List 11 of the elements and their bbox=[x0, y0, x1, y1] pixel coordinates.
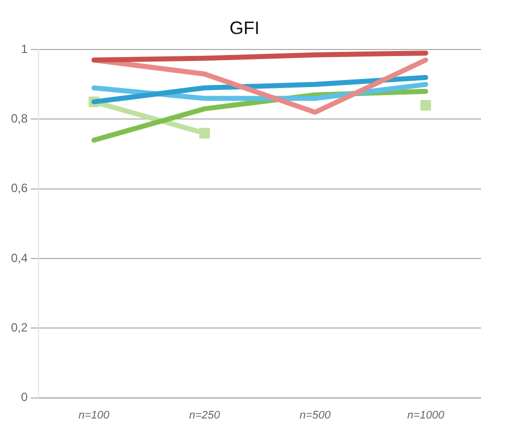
y-tick-label: 0,8 bbox=[10, 112, 28, 126]
x-tick-label: n=500 bbox=[300, 409, 332, 422]
y-tick-label: 0 bbox=[20, 390, 28, 404]
y-tick-label: 1 bbox=[20, 42, 28, 56]
chart-title: GFI bbox=[230, 18, 260, 38]
x-tick-label: n=1000 bbox=[407, 409, 446, 422]
y-tick-label: 0,2 bbox=[10, 320, 28, 334]
y-tick-label: 0,6 bbox=[10, 181, 28, 196]
x-tick-label: n=100 bbox=[78, 409, 110, 422]
x-tick-label: n=250 bbox=[189, 409, 221, 422]
y-tick-label: 0,4 bbox=[10, 250, 28, 265]
